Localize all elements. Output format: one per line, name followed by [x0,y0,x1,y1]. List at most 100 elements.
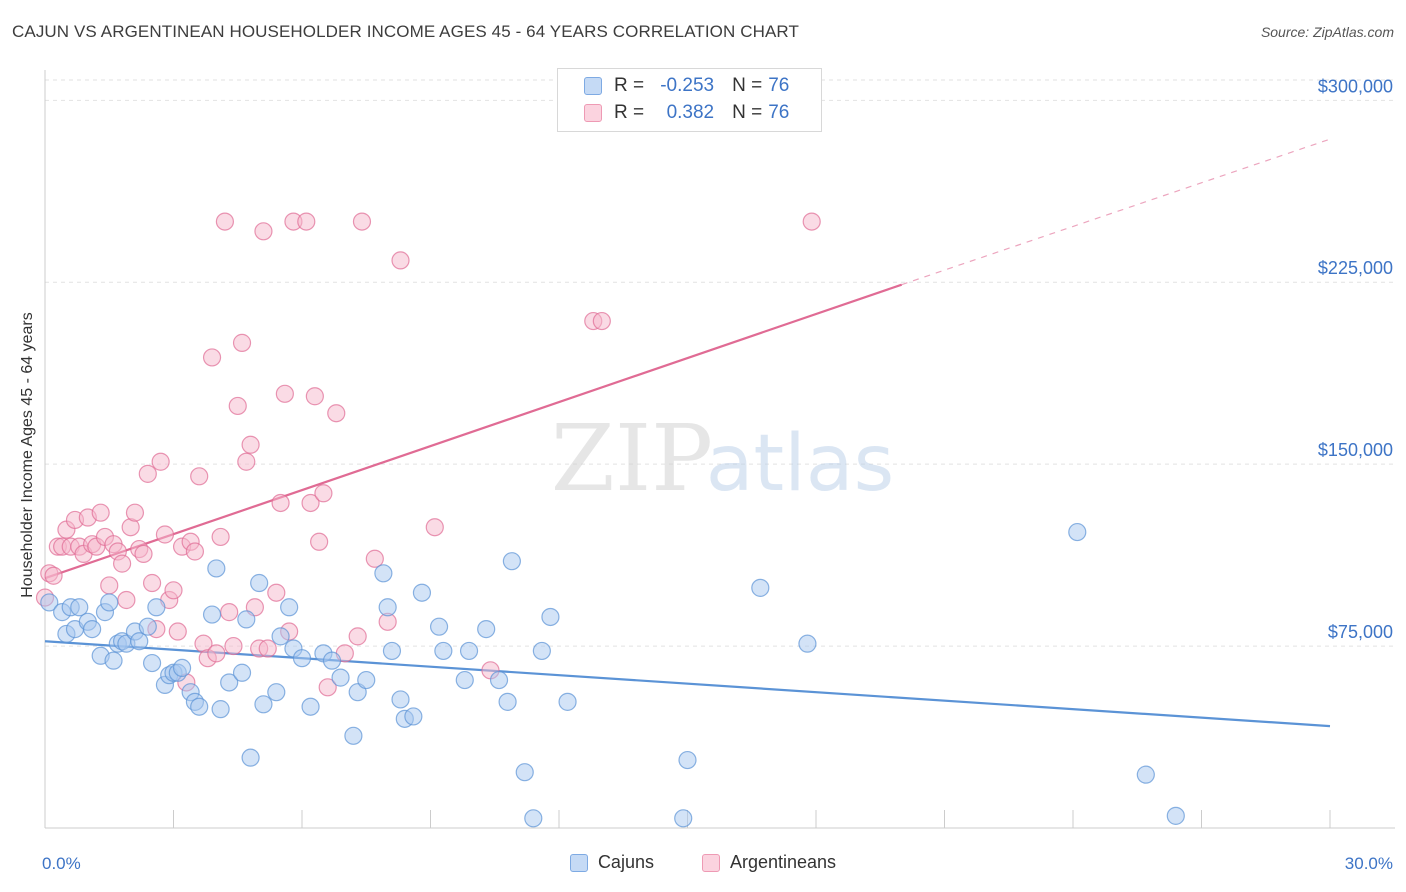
data-point [147,598,166,617]
data-point [202,605,222,624]
data-point [237,452,256,471]
grid-lines [45,79,1395,647]
data-point [211,527,230,547]
data-point [344,726,363,745]
data-point [207,644,226,663]
data-point [185,542,205,561]
data-point [382,641,402,661]
data-point [301,493,320,513]
data-point [802,212,821,231]
data-point [40,593,59,612]
data-point [459,641,479,661]
data-point [224,636,243,656]
data-point [374,564,393,583]
data-point [751,578,770,597]
data-point [267,683,286,702]
data-point [254,222,273,241]
data-point [142,573,162,593]
data-point [412,583,432,602]
data-point [130,632,149,651]
data-point [220,603,239,622]
data-point [202,348,222,367]
legend-n-label: N = [732,102,763,123]
data-point [498,692,517,711]
data-point [100,593,119,612]
watermark-atlas: atlas [706,419,895,509]
data-point [477,620,496,639]
data-point [142,653,162,673]
data-point [489,670,509,690]
chart-title: CAJUN VS ARGENTINEAN HOUSEHOLDER INCOME … [12,22,799,41]
legend-r-value: -0.253 [660,75,715,96]
data-point [425,518,444,537]
data-point [271,627,290,646]
data-point [220,673,239,692]
trend-line [44,283,903,580]
y-tick-label: $150,000 [1318,440,1393,460]
data-point [348,627,367,646]
data-point [592,311,611,331]
data-point [515,763,534,782]
data-point [305,387,324,406]
data-point [502,552,521,571]
trend-line-extension [901,138,1331,286]
data-point [327,404,346,423]
data-point [365,549,384,568]
data-point [318,678,337,697]
data-point [532,641,551,661]
data-point [378,598,397,617]
y-tick-label: $300,000 [1318,76,1393,96]
x-tick-label: 30.0% [1345,854,1393,873]
legend-n-value: 76 [768,102,790,123]
data-point [798,634,817,653]
data-point [314,484,333,503]
legend-n-label: N = [732,75,763,96]
data-point [357,670,376,690]
data-point [138,617,157,636]
data-point [112,554,132,573]
data-point [232,333,252,352]
data-point [404,707,423,726]
data-point [155,525,175,544]
data-point [190,467,209,486]
data-point [455,670,474,690]
series-swatch-argentineans [701,853,720,872]
data-point [104,651,123,670]
data-point [558,692,577,711]
legend-r-label: R = [614,75,645,96]
series-legend-item-argentineans: Argentineans [701,852,837,873]
data-point [250,573,269,593]
data-point [301,697,320,716]
data-point [429,617,449,636]
data-point [172,658,192,678]
legend-swatch-argentineans [584,104,602,122]
data-point [190,697,209,716]
data-point [125,503,145,522]
data-point [275,384,294,403]
watermark-zip: ZIP [551,405,713,512]
data-point [168,622,187,641]
data-point [391,690,410,709]
data-point [134,544,153,564]
data-point [215,212,234,231]
data-point [151,452,170,471]
data-point [674,809,693,828]
series-label: Argentineans [729,852,837,872]
data-point [434,641,453,661]
data-point [352,212,372,231]
series-swatch-cajuns [569,853,588,872]
data-point [207,559,226,578]
data-point [91,503,110,522]
data-point [541,607,560,627]
data-point [267,583,286,602]
data-point [211,700,230,719]
data-points [35,212,1185,828]
y-tick-label: $75,000 [1328,622,1393,642]
data-point [138,464,157,483]
data-point [1068,522,1087,542]
legend-row-cajuns: R = -0.253 N = 76 [584,75,789,97]
legend-n-value: 76 [768,75,790,96]
legend-row-argentineans: R = 0.382 N = 76 [584,102,789,124]
data-point [164,581,183,600]
